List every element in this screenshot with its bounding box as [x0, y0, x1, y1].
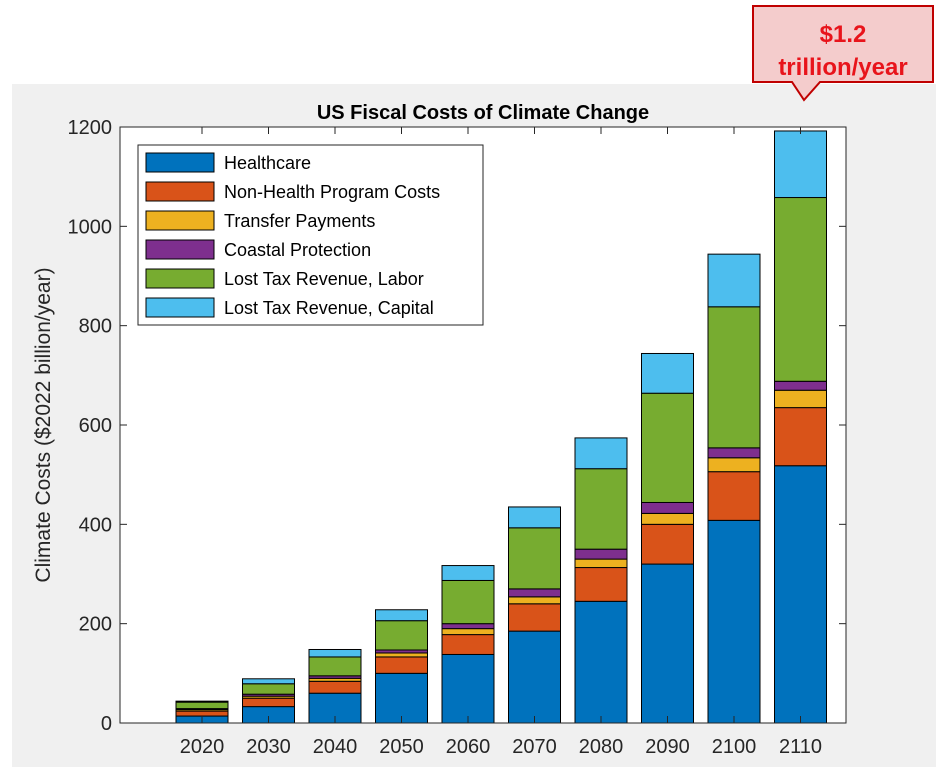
bar-segment-2080-series-5 [574, 468, 628, 550]
x-tick-label: 2080 [579, 736, 624, 758]
bar-segment-2090-series-2 [641, 523, 694, 565]
legend-swatch [145, 181, 215, 202]
x-tick-label: 2100 [712, 736, 757, 758]
bar-segment-2070-series-1 [508, 630, 561, 724]
x-tick-label: 2060 [446, 736, 491, 758]
bar-segment-2030-series-5 [242, 683, 295, 695]
bar-segment-2040-series-6 [308, 648, 362, 658]
legend-label: Healthcare [224, 153, 311, 173]
bar-segment-2060-series-2 [441, 634, 495, 655]
callout-box-shape [752, 5, 934, 102]
legend-swatch [145, 152, 215, 173]
bar-segment-2100-series-3 [707, 457, 761, 473]
bar-segment-2080-series-1 [574, 600, 628, 724]
bar-segment-2060-series-6 [441, 565, 495, 581]
bar-segment-2070-series-3 [508, 596, 561, 605]
bar-segment-2080-series-4 [574, 548, 628, 560]
bar-segment-2080-series-3 [574, 558, 628, 569]
bar-segment-2090-series-3 [641, 512, 694, 525]
bar-segment-2020-series-5 [175, 701, 229, 710]
bar-segment-2100-series-1 [707, 519, 761, 724]
x-tick-label: 2090 [645, 736, 690, 758]
y-tick-label: 200 [79, 614, 112, 636]
legend-label: Lost Tax Revenue, Capital [224, 298, 434, 318]
bar-segment-2060-series-4 [441, 623, 495, 630]
bar-segment-2110-series-2 [774, 407, 827, 467]
y-tick-label: 400 [79, 514, 112, 536]
bar-segment-2020-series-6 [175, 700, 229, 703]
bar-segment-2080-series-2 [574, 567, 628, 602]
bar-segment-2090-series-4 [641, 501, 694, 514]
legend-swatch [145, 297, 215, 318]
x-tick-label: 2020 [180, 736, 225, 758]
axes-layer: 0 200 400 600 800 1000 1200 2020 2030 2040 2050 206… [68, 117, 847, 758]
bar-segment-2100-series-6 [707, 253, 761, 308]
bars-layer [175, 130, 827, 724]
y-tick-label: 1200 [68, 117, 113, 139]
bar-segment-2070-series-6 [508, 506, 561, 529]
bar-segment-2060-series-3 [441, 628, 495, 636]
bar-segment-2080-series-6 [574, 437, 628, 470]
bar-segment-2110-series-4 [774, 380, 827, 391]
x-tick-label: 2050 [379, 736, 424, 758]
y-axis-label: Climate Costs ($2022 billion/year) [32, 267, 55, 582]
y-tick-label: 800 [79, 316, 112, 338]
callout-text: $1.2 trillion/year [778, 21, 908, 81]
bar-segment-2090-series-6 [641, 352, 694, 394]
bar-segment-2060-series-1 [441, 653, 495, 724]
chart-title: US Fiscal Costs of Climate Change [317, 102, 649, 124]
legend-box [137, 144, 484, 326]
bar-segment-2090-series-5 [641, 392, 694, 503]
bar-segment-2110-series-1 [774, 465, 827, 724]
x-tick-label: 2110 [779, 736, 822, 758]
bar-segment-2060-series-5 [441, 579, 495, 625]
bar-segment-2100-series-2 [707, 471, 761, 521]
bar-segment-2090-series-1 [641, 563, 694, 724]
bar-segment-2070-series-4 [508, 588, 561, 598]
x-tick-label: 2070 [512, 736, 557, 758]
legend-swatch [145, 239, 215, 260]
annotation-callout: $1.2 trillion/year [752, 5, 934, 102]
bar-segment-2030-series-2 [242, 697, 295, 708]
legend-label: Non-Health Program Costs [224, 182, 440, 202]
bar-segment-2070-series-5 [508, 527, 561, 590]
y-tick-label: 0 [101, 713, 112, 735]
y-tick-label: 600 [79, 415, 112, 437]
bar-segment-2070-series-2 [508, 603, 561, 632]
legend-label: Transfer Payments [224, 211, 375, 231]
x-tick-label: 2040 [313, 736, 358, 758]
bar-segment-2050-series-2 [375, 656, 428, 674]
bar-segment-2110-series-6 [774, 130, 827, 199]
bar-segment-2020-series-2 [175, 710, 229, 717]
bar-segment-2050-series-1 [375, 672, 428, 724]
legend-label: Coastal Protection [224, 240, 371, 260]
bar-segment-2050-series-3 [375, 652, 428, 658]
legend-swatch [145, 210, 215, 231]
bar-segment-2110-series-3 [774, 389, 827, 409]
bar-segment-2050-series-6 [375, 609, 428, 622]
legend: Healthcare Non-Health Program Costs Transf… [137, 144, 484, 326]
bar-segment-2100-series-4 [707, 447, 761, 459]
bar-segment-2050-series-5 [375, 620, 428, 651]
legend-swatch [145, 268, 215, 289]
bar-segment-2110-series-5 [774, 197, 827, 382]
bar-segment-2040-series-5 [308, 656, 362, 677]
y-tick-label: 1000 [68, 216, 113, 238]
bar-segment-2030-series-6 [242, 678, 295, 685]
bar-segment-2100-series-5 [707, 306, 761, 449]
x-tick-label: 2030 [246, 736, 291, 758]
bar-segment-2040-series-2 [308, 680, 362, 694]
legend-label: Lost Tax Revenue, Labor [224, 269, 424, 289]
